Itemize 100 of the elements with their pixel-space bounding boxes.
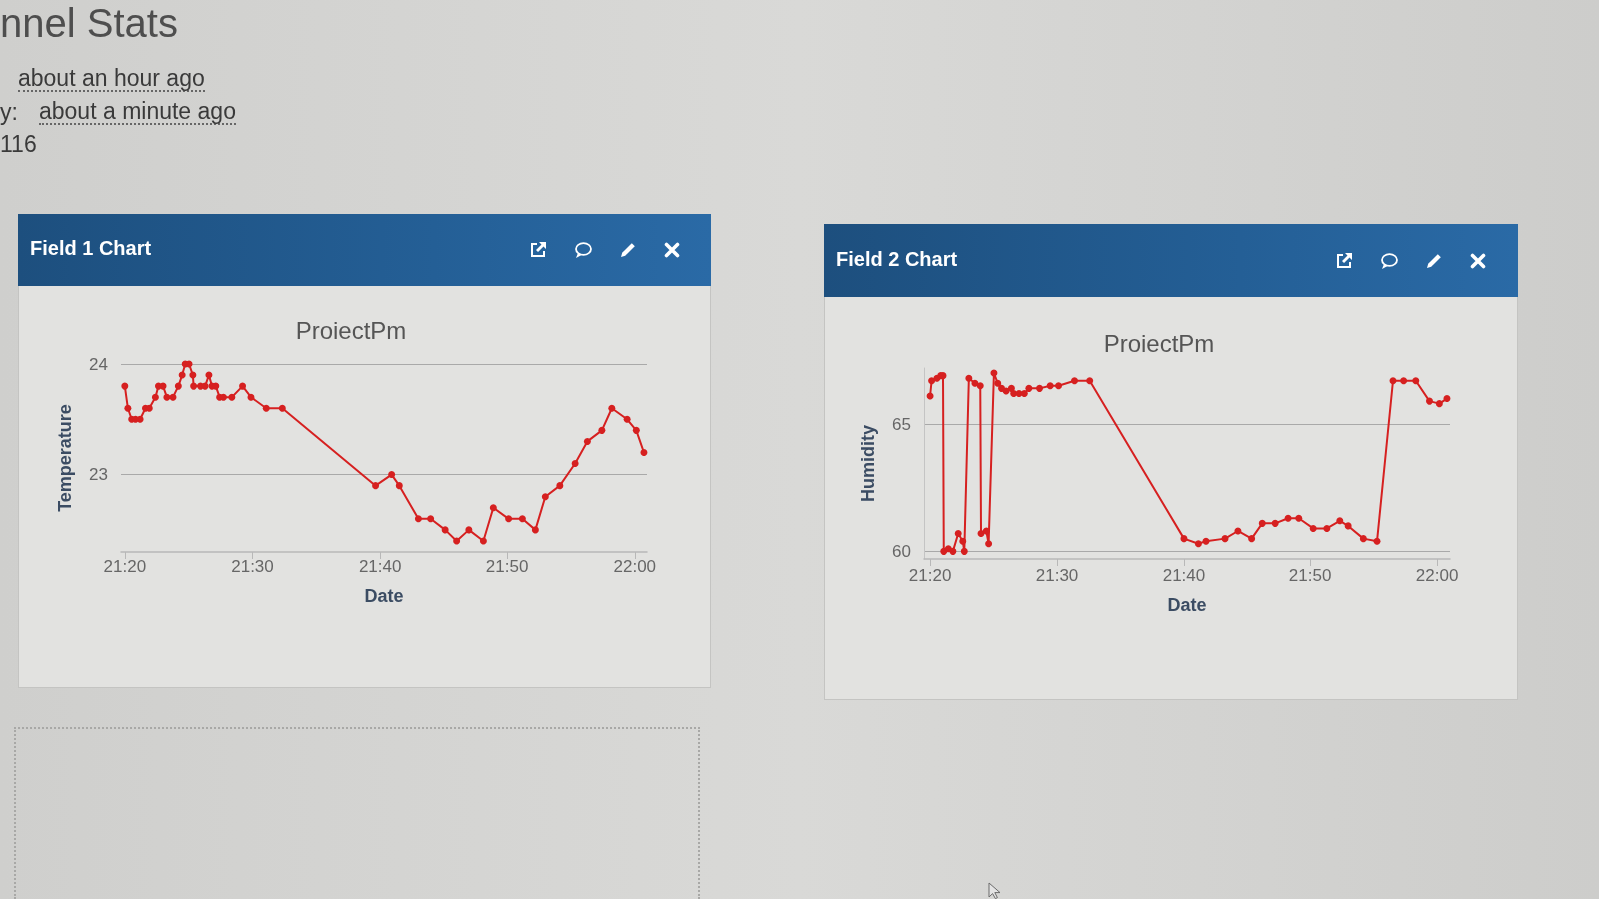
point bbox=[1412, 377, 1420, 385]
point bbox=[994, 379, 1002, 387]
point bbox=[1025, 384, 1033, 392]
point bbox=[414, 515, 422, 523]
point bbox=[124, 404, 132, 412]
x-axis-title: Date bbox=[364, 586, 404, 606]
x-tick-label: 21:20 bbox=[103, 557, 147, 576]
point bbox=[971, 379, 979, 387]
chart-subtitle: ProiectPm bbox=[1103, 329, 1215, 357]
point bbox=[960, 547, 968, 555]
point bbox=[1295, 514, 1303, 522]
point bbox=[1248, 535, 1256, 543]
point bbox=[571, 460, 579, 468]
point bbox=[1180, 535, 1188, 543]
x-tick-label: 22:00 bbox=[613, 557, 657, 576]
x-tick-label: 21:40 bbox=[358, 557, 402, 576]
y-axis-title: Humidity bbox=[858, 424, 878, 503]
point bbox=[954, 530, 962, 538]
chart-title: Field 1 Chart bbox=[30, 237, 152, 260]
point bbox=[1400, 377, 1408, 385]
point bbox=[239, 382, 247, 390]
point bbox=[985, 540, 993, 548]
point bbox=[1055, 382, 1063, 390]
point bbox=[531, 526, 539, 534]
text: about an hour ago bbox=[18, 65, 205, 92]
point bbox=[1046, 382, 1054, 390]
point bbox=[1323, 524, 1331, 532]
point bbox=[959, 537, 967, 545]
point bbox=[190, 382, 198, 390]
point bbox=[623, 415, 631, 423]
point bbox=[976, 382, 984, 390]
point bbox=[965, 374, 973, 382]
point bbox=[583, 437, 591, 445]
point bbox=[136, 415, 144, 423]
point bbox=[1336, 517, 1344, 525]
point bbox=[1194, 540, 1202, 548]
point bbox=[1258, 519, 1266, 527]
point bbox=[505, 515, 513, 523]
point bbox=[189, 371, 197, 379]
point bbox=[479, 537, 487, 545]
point bbox=[453, 537, 461, 545]
point bbox=[1435, 400, 1443, 408]
point bbox=[640, 448, 648, 456]
point bbox=[982, 527, 990, 535]
point bbox=[598, 426, 606, 434]
point bbox=[1020, 389, 1028, 397]
text: about a minute ago bbox=[39, 98, 236, 125]
point bbox=[928, 377, 936, 385]
point bbox=[372, 482, 380, 490]
point bbox=[151, 393, 159, 401]
point bbox=[1359, 535, 1367, 543]
x-tick-label: 21:30 bbox=[231, 557, 274, 576]
point bbox=[1086, 377, 1094, 385]
x-tick-label: 22:00 bbox=[1415, 566, 1459, 585]
point bbox=[1284, 514, 1292, 522]
point bbox=[1443, 395, 1451, 403]
point bbox=[1389, 377, 1397, 385]
point bbox=[278, 404, 286, 412]
text: nnel Stats bbox=[0, 0, 178, 46]
point bbox=[608, 404, 616, 412]
point bbox=[489, 504, 497, 512]
point bbox=[1221, 535, 1229, 543]
chart-subtitle: ProiectPm bbox=[295, 316, 407, 344]
y-tick-label: 24 bbox=[89, 354, 108, 374]
y-tick-label: 65 bbox=[892, 414, 911, 434]
y-tick-label: 60 bbox=[892, 541, 911, 561]
y-tick-label: 23 bbox=[89, 465, 108, 485]
x-tick-label: 21:40 bbox=[1162, 566, 1206, 585]
x-tick-label: 21:20 bbox=[908, 566, 952, 585]
point bbox=[1425, 397, 1433, 405]
point bbox=[1271, 519, 1279, 527]
x-tick-label: 21:30 bbox=[1035, 566, 1079, 585]
point bbox=[541, 493, 549, 501]
point bbox=[556, 482, 564, 490]
point bbox=[1036, 384, 1044, 392]
point bbox=[518, 515, 526, 523]
point bbox=[441, 526, 449, 534]
point bbox=[1010, 389, 1018, 397]
point bbox=[228, 393, 236, 401]
point bbox=[262, 404, 270, 412]
point bbox=[247, 393, 255, 401]
point bbox=[121, 382, 129, 390]
x-axis-title: Date bbox=[1167, 595, 1207, 615]
chart-title: Field 2 Chart bbox=[836, 247, 958, 271]
point bbox=[201, 382, 209, 390]
point bbox=[1309, 524, 1317, 532]
point bbox=[1344, 522, 1352, 530]
point bbox=[1071, 377, 1078, 385]
point bbox=[949, 547, 957, 555]
point bbox=[174, 382, 182, 390]
x-tick-label: 21:50 bbox=[1288, 566, 1332, 585]
x-tick-label: 21:50 bbox=[485, 557, 529, 576]
y-axis-title: Temperature bbox=[55, 404, 75, 512]
point bbox=[465, 526, 473, 534]
point bbox=[388, 471, 396, 479]
point bbox=[427, 515, 435, 523]
point bbox=[632, 426, 640, 434]
text: y: bbox=[0, 99, 18, 125]
point bbox=[178, 371, 186, 379]
point bbox=[395, 482, 403, 490]
